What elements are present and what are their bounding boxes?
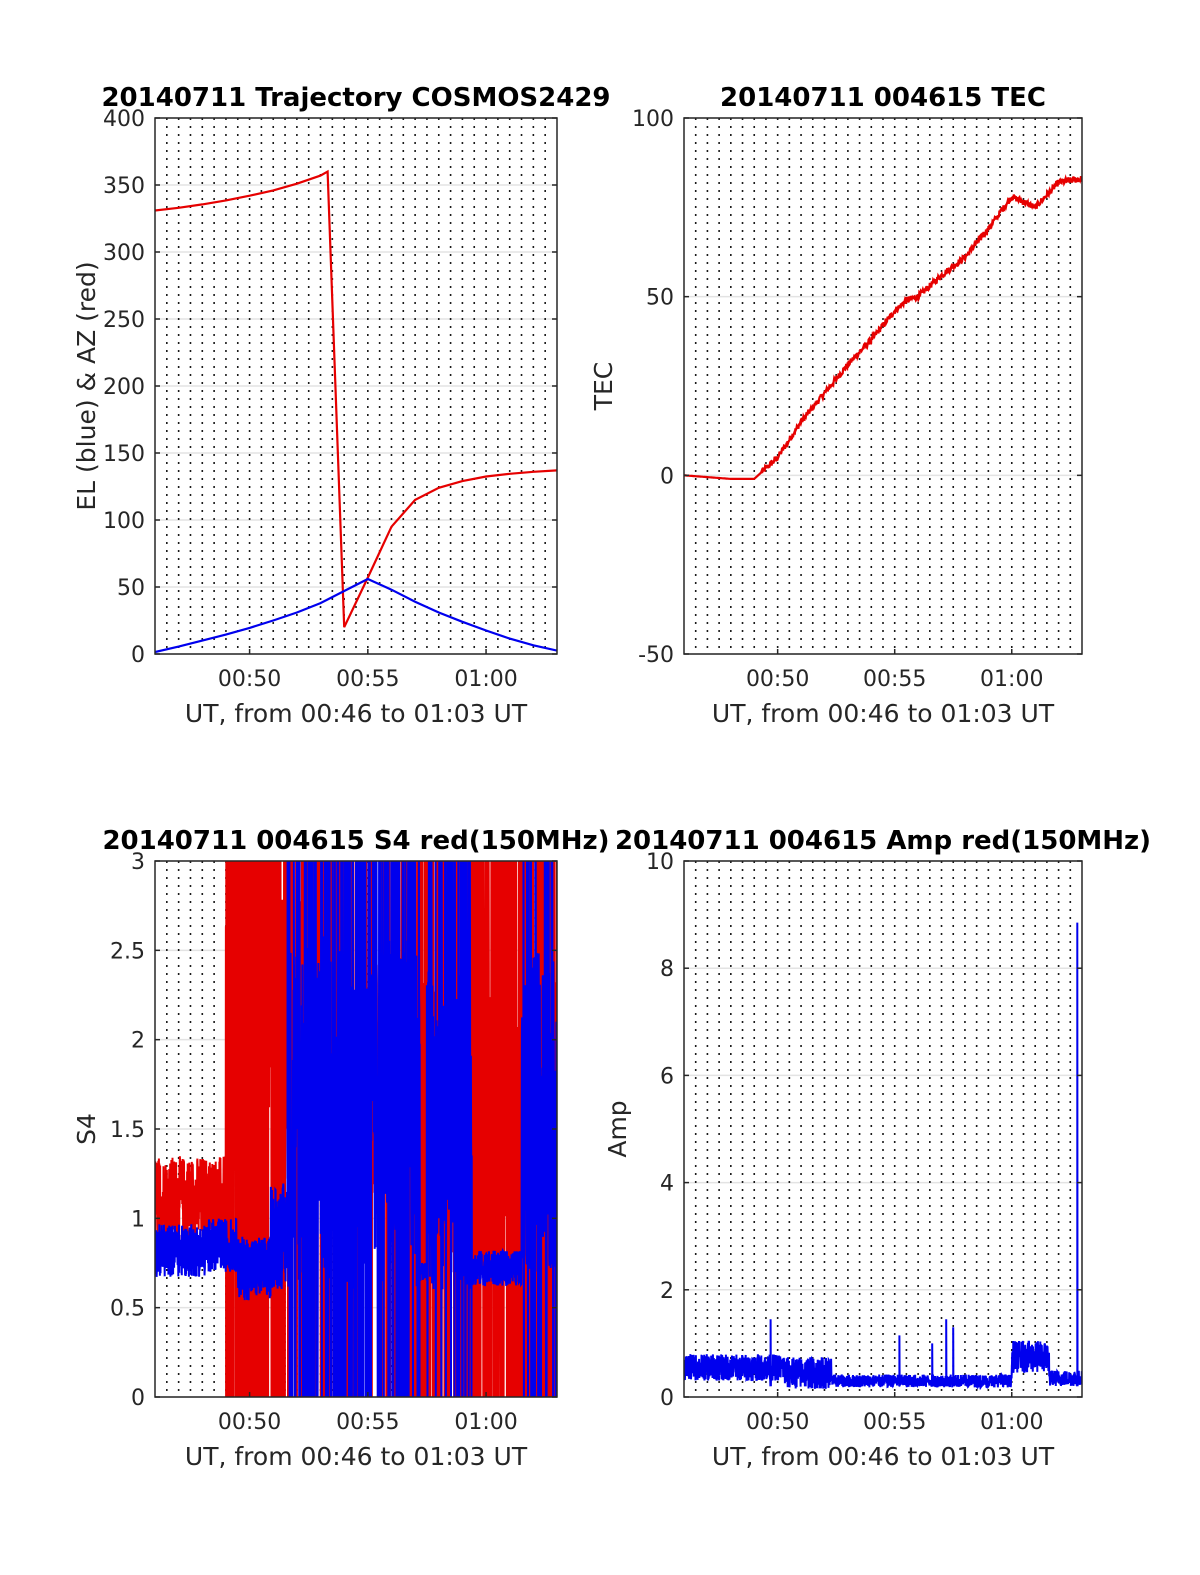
y-tick-label: 4 — [660, 1172, 674, 1197]
x-tick-label: 00:50 — [746, 1410, 809, 1435]
chart-title: 20140711 004615 S4 red(150MHz) — [102, 826, 609, 856]
y-tick-label: 2 — [131, 1029, 145, 1054]
y-tick-label: 50 — [646, 286, 674, 311]
y-axis-label: EL (blue) & AZ (red) — [72, 261, 101, 510]
y-tick-label: 300 — [103, 241, 145, 266]
x-tick-label: 00:50 — [218, 1410, 281, 1435]
y-axis-label: Amp — [603, 1100, 632, 1157]
x-tick-label: 01:00 — [980, 1410, 1043, 1435]
y-tick-label: 200 — [103, 375, 145, 400]
chart-panel-3: 0 0.5 1 1.5 2 2.5 3 00:50 00:55 01:00 20140711 004… — [72, 826, 610, 1471]
x-axis-label: UT, from 00:46 to 01:03 UT — [712, 699, 1055, 728]
x-tick-label: 00:55 — [863, 1410, 926, 1435]
x-tick-label: 00:55 — [336, 1410, 399, 1435]
x-axis-label: UT, from 00:46 to 01:03 UT — [185, 699, 528, 728]
chart-title: 20140711 004615 TEC — [720, 83, 1046, 113]
x-tick-label: 01:00 — [454, 667, 517, 692]
y-tick-label: 150 — [103, 442, 145, 467]
y-tick-label: 100 — [632, 107, 674, 132]
y-tick-label: 0 — [131, 1386, 145, 1411]
x-tick-label: 00:50 — [218, 667, 281, 692]
data-layer — [155, 169, 557, 654]
x-tick-label: 00:50 — [746, 667, 809, 692]
x-axis-label: UT, from 00:46 to 01:03 UT — [185, 1442, 528, 1471]
series-trace-1 — [684, 922, 1082, 1391]
series-line-1 — [684, 174, 1082, 480]
y-tick-label: 3 — [131, 850, 145, 875]
x-tick-label: 01:00 — [980, 667, 1043, 692]
y-tick-label: 2.5 — [110, 939, 145, 964]
y-tick-label: 6 — [660, 1064, 674, 1089]
chart-title: 20140711 Trajectory COSMOS2429 — [101, 83, 610, 113]
y-tick-label: 2 — [660, 1279, 674, 1304]
y-axis-label: TEC — [589, 362, 618, 412]
y-tick-label: 50 — [117, 576, 145, 601]
data-layer — [684, 174, 1082, 480]
x-tick-label: 01:00 — [454, 1410, 517, 1435]
y-tick-label: 100 — [103, 509, 145, 534]
y-tick-label: 250 — [103, 308, 145, 333]
axes-box — [683, 117, 1083, 655]
series-line-2 — [155, 577, 557, 654]
data-layer — [155, 861, 557, 1397]
series-trace-2 — [155, 861, 557, 1397]
y-tick-label: 1 — [131, 1207, 145, 1232]
chart-panel-2: -50 0 50 100 00:50 00:55 01:00 20140711 004615 … — [589, 83, 1083, 728]
y-tick-label: 1.5 — [110, 1118, 145, 1143]
axes-box — [683, 860, 1083, 1398]
y-tick-label: 0 — [660, 1386, 674, 1411]
x-axis-label: UT, from 00:46 to 01:03 UT — [712, 1442, 1055, 1471]
y-axis-label: S4 — [72, 1113, 101, 1145]
y-tick-label: 350 — [103, 174, 145, 199]
y-tick-label: 10 — [646, 850, 674, 875]
chart-title: 20140711 004615 Amp red(150MHz) — [615, 826, 1151, 856]
series-line-1 — [155, 169, 557, 628]
chart-panel-4: 0 2 4 6 8 10 00:50 00:55 01:00 20140711 004615 Am… — [603, 826, 1151, 1471]
data-layer — [684, 922, 1082, 1391]
x-tick-label: 00:55 — [863, 667, 926, 692]
y-tick-label: -50 — [638, 643, 674, 668]
chart-panel-1: 0 50 100 150 200 250 300 350 400 00:50 00:55 01:00 2… — [72, 83, 611, 728]
y-tick-label: 400 — [103, 107, 145, 132]
y-tick-label: 0 — [131, 643, 145, 668]
y-tick-label: 0.5 — [110, 1297, 145, 1322]
x-tick-label: 00:55 — [336, 667, 399, 692]
y-tick-label: 0 — [660, 464, 674, 489]
y-tick-label: 8 — [660, 957, 674, 982]
